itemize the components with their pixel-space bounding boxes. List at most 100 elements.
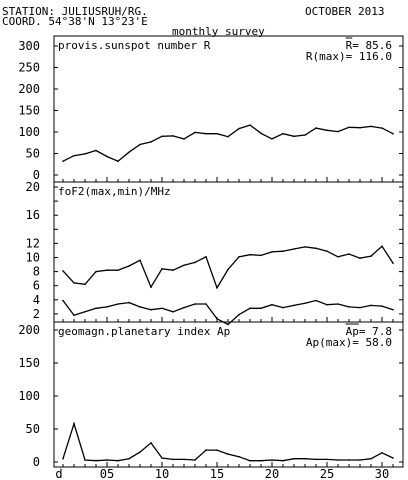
data-point (150, 308, 152, 311)
data-point (315, 127, 317, 129)
data-point (73, 282, 75, 284)
y-tick-label: 300 (18, 39, 40, 53)
data-point (227, 268, 229, 271)
data-point (194, 261, 196, 264)
data-point (95, 270, 97, 273)
data-point (293, 304, 295, 307)
y-tick-label: 0 (33, 168, 40, 182)
data-point (106, 459, 108, 461)
data-point (359, 126, 361, 129)
data-point (271, 459, 273, 461)
y-tick-label: 250 (18, 61, 40, 75)
data-point (249, 307, 251, 310)
data-point (205, 132, 207, 135)
data-point (84, 311, 86, 313)
data-point (293, 135, 295, 138)
data-point (304, 457, 306, 460)
data-point (326, 303, 328, 306)
data-point (150, 286, 152, 288)
data-point (392, 132, 394, 135)
data-point (282, 132, 284, 135)
station-label: STATION: JULIUSRUH/RG. (2, 5, 148, 18)
data-point (73, 314, 75, 317)
data-point (315, 299, 317, 302)
data-point (348, 459, 350, 461)
y-tick-label: 50 (26, 147, 40, 161)
panel-frame (53, 181, 404, 323)
series-line (62, 245, 394, 290)
data-point (381, 245, 383, 247)
y-tick-label: 20 (26, 180, 40, 194)
data-point (62, 270, 64, 272)
panel-title: provis.sunspot number R (58, 39, 211, 52)
panel-title: foF2(max,min)/MHz (58, 185, 171, 198)
data-point (84, 283, 86, 286)
data-point (260, 307, 262, 310)
y-tick-label: 200 (18, 323, 40, 337)
y-tick-label: 100 (18, 125, 40, 139)
data-point (348, 306, 350, 308)
y-tick-label: 150 (18, 104, 40, 118)
data-point (304, 246, 306, 248)
data-point (282, 306, 284, 309)
data-point (62, 457, 64, 460)
data-point (172, 269, 174, 272)
data-point (249, 124, 251, 126)
annotation: R= 85.6 (346, 39, 392, 52)
data-point (73, 154, 75, 157)
data-point (128, 301, 130, 304)
x-tick-label: 10 (155, 467, 169, 480)
data-point (392, 262, 394, 264)
data-point (370, 304, 372, 307)
y-tick-label: 6 (33, 279, 40, 293)
data-point (84, 459, 86, 461)
series-line (62, 421, 394, 462)
data-point (238, 455, 240, 458)
data-point (381, 452, 383, 454)
data-point (271, 251, 273, 253)
data-point (227, 453, 229, 455)
data-point (249, 459, 251, 462)
x-tick-label: 20 (265, 467, 279, 480)
data-point (381, 305, 383, 307)
data-point (205, 449, 207, 451)
data-point (84, 153, 86, 155)
data-point (172, 135, 174, 137)
data-point (216, 318, 218, 320)
data-point (359, 459, 361, 461)
data-point (337, 303, 339, 305)
data-point (216, 287, 218, 289)
data-point (271, 138, 273, 140)
y-tick-label: 200 (18, 82, 40, 96)
data-point (304, 302, 306, 305)
data-point (161, 135, 163, 138)
data-point (205, 255, 207, 258)
data-point (381, 127, 383, 129)
data-point (326, 458, 328, 461)
x-tick-label: d (55, 467, 62, 480)
data-point (106, 306, 108, 308)
data-point (161, 307, 163, 310)
data-point (183, 458, 185, 461)
data-point (304, 134, 306, 136)
data-point (227, 135, 229, 138)
data-point (249, 253, 251, 256)
data-point (150, 442, 152, 444)
data-point (359, 306, 361, 309)
y-tick-label: 2 (33, 307, 40, 321)
data-point (95, 459, 97, 462)
data-point (117, 303, 119, 305)
annotation: R(max)= 116.0 (306, 50, 392, 63)
panel-title: geomagn.planetary index Ap (58, 325, 230, 338)
data-point (315, 458, 317, 461)
data-point (216, 449, 218, 451)
data-point (370, 125, 372, 128)
x-tick-label: 15 (210, 467, 224, 480)
data-point (326, 129, 328, 132)
data-point (183, 138, 185, 140)
y-tick-label: 4 (33, 293, 40, 307)
data-point (183, 306, 185, 309)
data-point (293, 248, 295, 250)
data-point (95, 149, 97, 152)
